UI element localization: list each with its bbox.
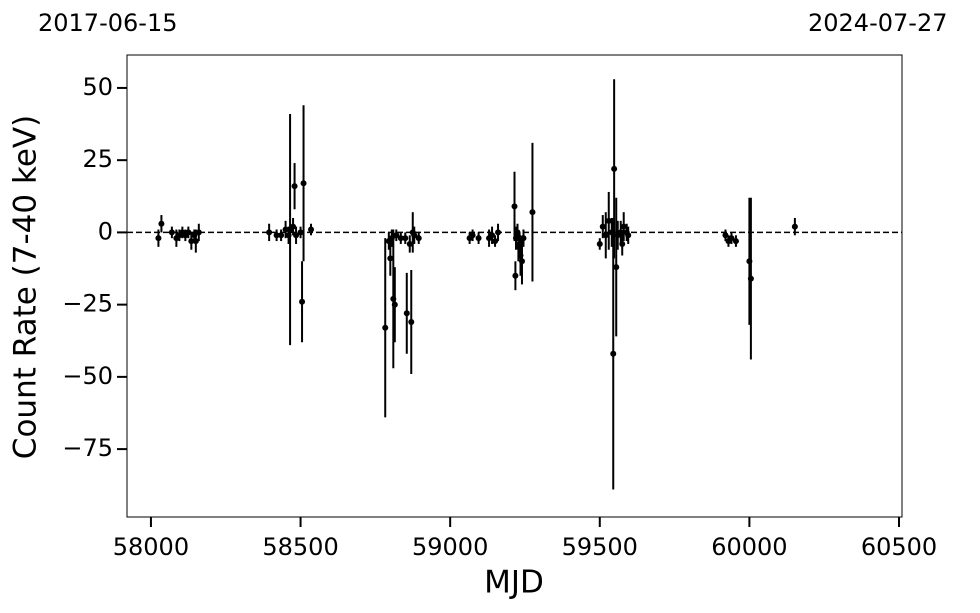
data-point [611, 165, 618, 172]
data-point [512, 272, 519, 279]
data-point [518, 258, 525, 265]
top-label-left: 2017-06-15 [38, 9, 177, 37]
data-point [291, 183, 298, 190]
y-tick-label: −50 [62, 362, 113, 390]
data-point [722, 232, 729, 239]
data-point [290, 223, 297, 230]
x-tick-label: 60000 [711, 533, 787, 561]
data-point [408, 318, 415, 325]
data-point [599, 223, 606, 230]
data-point [266, 229, 273, 236]
data-point [282, 226, 289, 233]
data-point [495, 229, 502, 236]
data-point [299, 298, 306, 305]
data-point [278, 232, 285, 239]
data-point [520, 235, 527, 242]
data-point [188, 238, 195, 245]
data-point [192, 238, 199, 245]
x-tick-label: 58500 [262, 533, 338, 561]
plot-frame [126, 54, 903, 518]
data-point [168, 229, 175, 236]
data-point [596, 240, 603, 247]
data-point [610, 350, 617, 357]
x-tick-label: 59000 [412, 533, 488, 561]
data-point [300, 180, 307, 187]
data-point [382, 324, 389, 331]
y-tick-label: −75 [62, 434, 113, 462]
top-label-right: 2024-07-27 [808, 9, 947, 37]
data-point [415, 235, 422, 242]
y-tick-label: 25 [82, 145, 113, 173]
data-point [625, 232, 632, 239]
data-point [602, 232, 609, 239]
y-tick-label: 0 [98, 217, 113, 245]
data-point [403, 310, 410, 317]
data-point [195, 229, 202, 236]
data-point [529, 209, 536, 216]
data-point [158, 220, 165, 227]
y-tick-label: −25 [62, 290, 113, 318]
x-tick-label: 59500 [562, 533, 638, 561]
y-axis-label: Count Rate (7-40 keV) [8, 115, 44, 459]
data-point [475, 235, 482, 242]
data-point [402, 235, 409, 242]
data-point [397, 235, 404, 242]
x-axis-label: MJD [484, 565, 544, 601]
data-point [492, 238, 499, 245]
data-point [613, 264, 620, 271]
data-point [747, 275, 754, 282]
data-point [297, 229, 304, 236]
data-point [619, 240, 626, 247]
data-point [155, 235, 162, 242]
data-point [393, 232, 400, 239]
data-point [489, 232, 496, 239]
data-point [387, 255, 394, 262]
data-point [732, 238, 739, 245]
data-point [791, 223, 798, 230]
data-point [620, 223, 627, 230]
data-point [293, 232, 300, 239]
data-point [273, 232, 280, 239]
data-point [185, 229, 192, 236]
data-point [406, 240, 413, 247]
data-point [469, 232, 476, 239]
data-point [728, 235, 735, 242]
data-point [605, 217, 612, 224]
y-tick-label: 50 [82, 73, 113, 101]
x-tick-label: 60500 [861, 533, 937, 561]
data-point [511, 203, 518, 210]
data-point [391, 301, 398, 308]
data-point [308, 226, 315, 233]
data-point [411, 232, 418, 239]
x-tick-label: 58000 [113, 533, 189, 561]
